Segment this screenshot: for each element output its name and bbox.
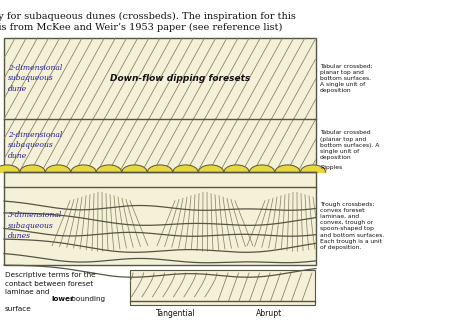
Text: 2-dimensional
subaqueous
dune: 2-dimensional subaqueous dune bbox=[8, 64, 63, 93]
Text: lower: lower bbox=[51, 296, 73, 302]
Bar bbox=[130, 270, 315, 305]
Text: Tabular crossbed;
planar top and
bottom surfaces.
A single unit of
deposition: Tabular crossbed; planar top and bottom … bbox=[320, 63, 373, 93]
Bar bbox=[4, 38, 316, 265]
Text: Ripples: Ripples bbox=[320, 165, 342, 170]
Text: Terminology for subaqueous dunes (crossbeds). The inspiration for this: Terminology for subaqueous dunes (crossb… bbox=[0, 12, 295, 21]
Text: 3-dimensional
subaqueous
dunes: 3-dimensional subaqueous dunes bbox=[8, 212, 63, 240]
Text: Tangential: Tangential bbox=[156, 309, 196, 318]
Text: Abrupt: Abrupt bbox=[255, 309, 282, 318]
Text: Down-flow dipping foresets: Down-flow dipping foresets bbox=[110, 74, 250, 83]
Text: Tabular crossbed
(planar top and
bottom surfaces). A
single unit of
deposition: Tabular crossbed (planar top and bottom … bbox=[320, 130, 379, 160]
Text: diagram is from McKee and Weir’s 1953 paper (see reference list): diagram is from McKee and Weir’s 1953 pa… bbox=[0, 23, 283, 32]
Text: 2-dimensional
subaqueous
dune: 2-dimensional subaqueous dune bbox=[8, 131, 63, 160]
Text: surface: surface bbox=[5, 306, 32, 312]
Text: bounding: bounding bbox=[69, 296, 105, 302]
Text: Descriptive terms for the
contact between foreset
laminae and: Descriptive terms for the contact betwee… bbox=[5, 272, 96, 295]
Text: Trough crossbeds;
convex foreset
laminae, and
convex, trough or
spoon-shaped top: Trough crossbeds; convex foreset laminae… bbox=[320, 202, 384, 250]
